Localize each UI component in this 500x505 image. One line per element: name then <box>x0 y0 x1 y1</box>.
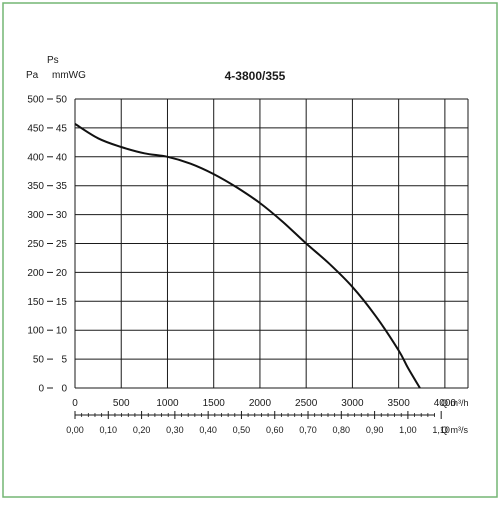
x-tick-label-m3s: 0,50 <box>233 425 251 435</box>
x-tick-label-m3h: 0 <box>72 398 78 409</box>
series-line <box>74 123 421 389</box>
x-tick-label-m3h: 3500 <box>388 398 411 409</box>
frame-border <box>2 2 498 498</box>
y-tick-label-pa: 100 <box>27 326 44 337</box>
x-label-m3h: Q m³/h <box>441 398 469 408</box>
y-tick-label-pa: 450 <box>27 123 44 134</box>
x-label-m3s: Q m³/s <box>441 425 468 435</box>
y-label-ps: Ps <box>47 55 59 66</box>
x-tick-label-m3s: 0,20 <box>133 425 151 435</box>
y-tick-label-pa: 250 <box>27 239 44 250</box>
y-tick-label-mmwg: 10 <box>56 326 68 337</box>
x-tick-label-m3s: 1,00 <box>399 425 417 435</box>
y-tick-label-pa: 50 <box>33 355 45 366</box>
x-tick-label-m3s: 0,70 <box>299 425 317 435</box>
x-tick-label-m3s: 1,10 <box>432 425 450 435</box>
x-tick-label-m3s: 0,60 <box>266 425 284 435</box>
x-tick-label-m3s: 0,90 <box>366 425 384 435</box>
grid <box>47 98 469 419</box>
x-tick-label-m3h: 4000 <box>434 398 457 409</box>
y-label-pa: Pa <box>26 70 39 81</box>
y-tick-label-mmwg: 20 <box>56 268 68 279</box>
y-tick-label-pa: 150 <box>27 297 44 308</box>
x-tick-label-m3s: 0,10 <box>100 425 118 435</box>
x-tick-label-m3h: 2500 <box>295 398 318 409</box>
y-tick-label-mmwg: 30 <box>56 210 68 221</box>
series-layer <box>74 123 421 389</box>
y-tick-label-pa: 350 <box>27 181 44 192</box>
y-tick-label-pa: 500 <box>27 95 44 106</box>
y-tick-label-pa: 0 <box>38 384 44 395</box>
x-tick-label-m3s: 0,40 <box>199 425 217 435</box>
x-tick-label-m3h: 2000 <box>249 398 272 409</box>
chart-title: 4-3800/355 <box>225 69 286 83</box>
y-tick-label-mmwg: 25 <box>56 239 68 250</box>
x-tick-label-m3h: 1500 <box>203 398 226 409</box>
y-tick-label-mmwg: 35 <box>56 181 68 192</box>
y-tick-label-pa: 400 <box>27 152 44 163</box>
y-tick-label-mmwg: 5 <box>61 355 67 366</box>
x-tick-label-m3s: 0,00 <box>66 425 84 435</box>
y-tick-label-pa: 200 <box>27 268 44 279</box>
y-label-mmwg: mmWG <box>52 70 86 81</box>
y-tick-label-pa: 300 <box>27 210 44 221</box>
x-tick-label-m3h: 500 <box>113 398 130 409</box>
x-tick-label-m3s: 0,30 <box>166 425 184 435</box>
y-tick-label-mmwg: 50 <box>56 95 68 106</box>
y-tick-label-mmwg: 0 <box>61 384 67 395</box>
y-tick-label-mmwg: 45 <box>56 123 68 134</box>
y-tick-label-mmwg: 15 <box>56 297 68 308</box>
y-tick-label-mmwg: 40 <box>56 152 68 163</box>
x-tick-label-m3h: 3000 <box>341 398 364 409</box>
x-tick-label-m3h: 1000 <box>156 398 179 409</box>
x-tick-label-m3s: 0,80 <box>333 425 351 435</box>
